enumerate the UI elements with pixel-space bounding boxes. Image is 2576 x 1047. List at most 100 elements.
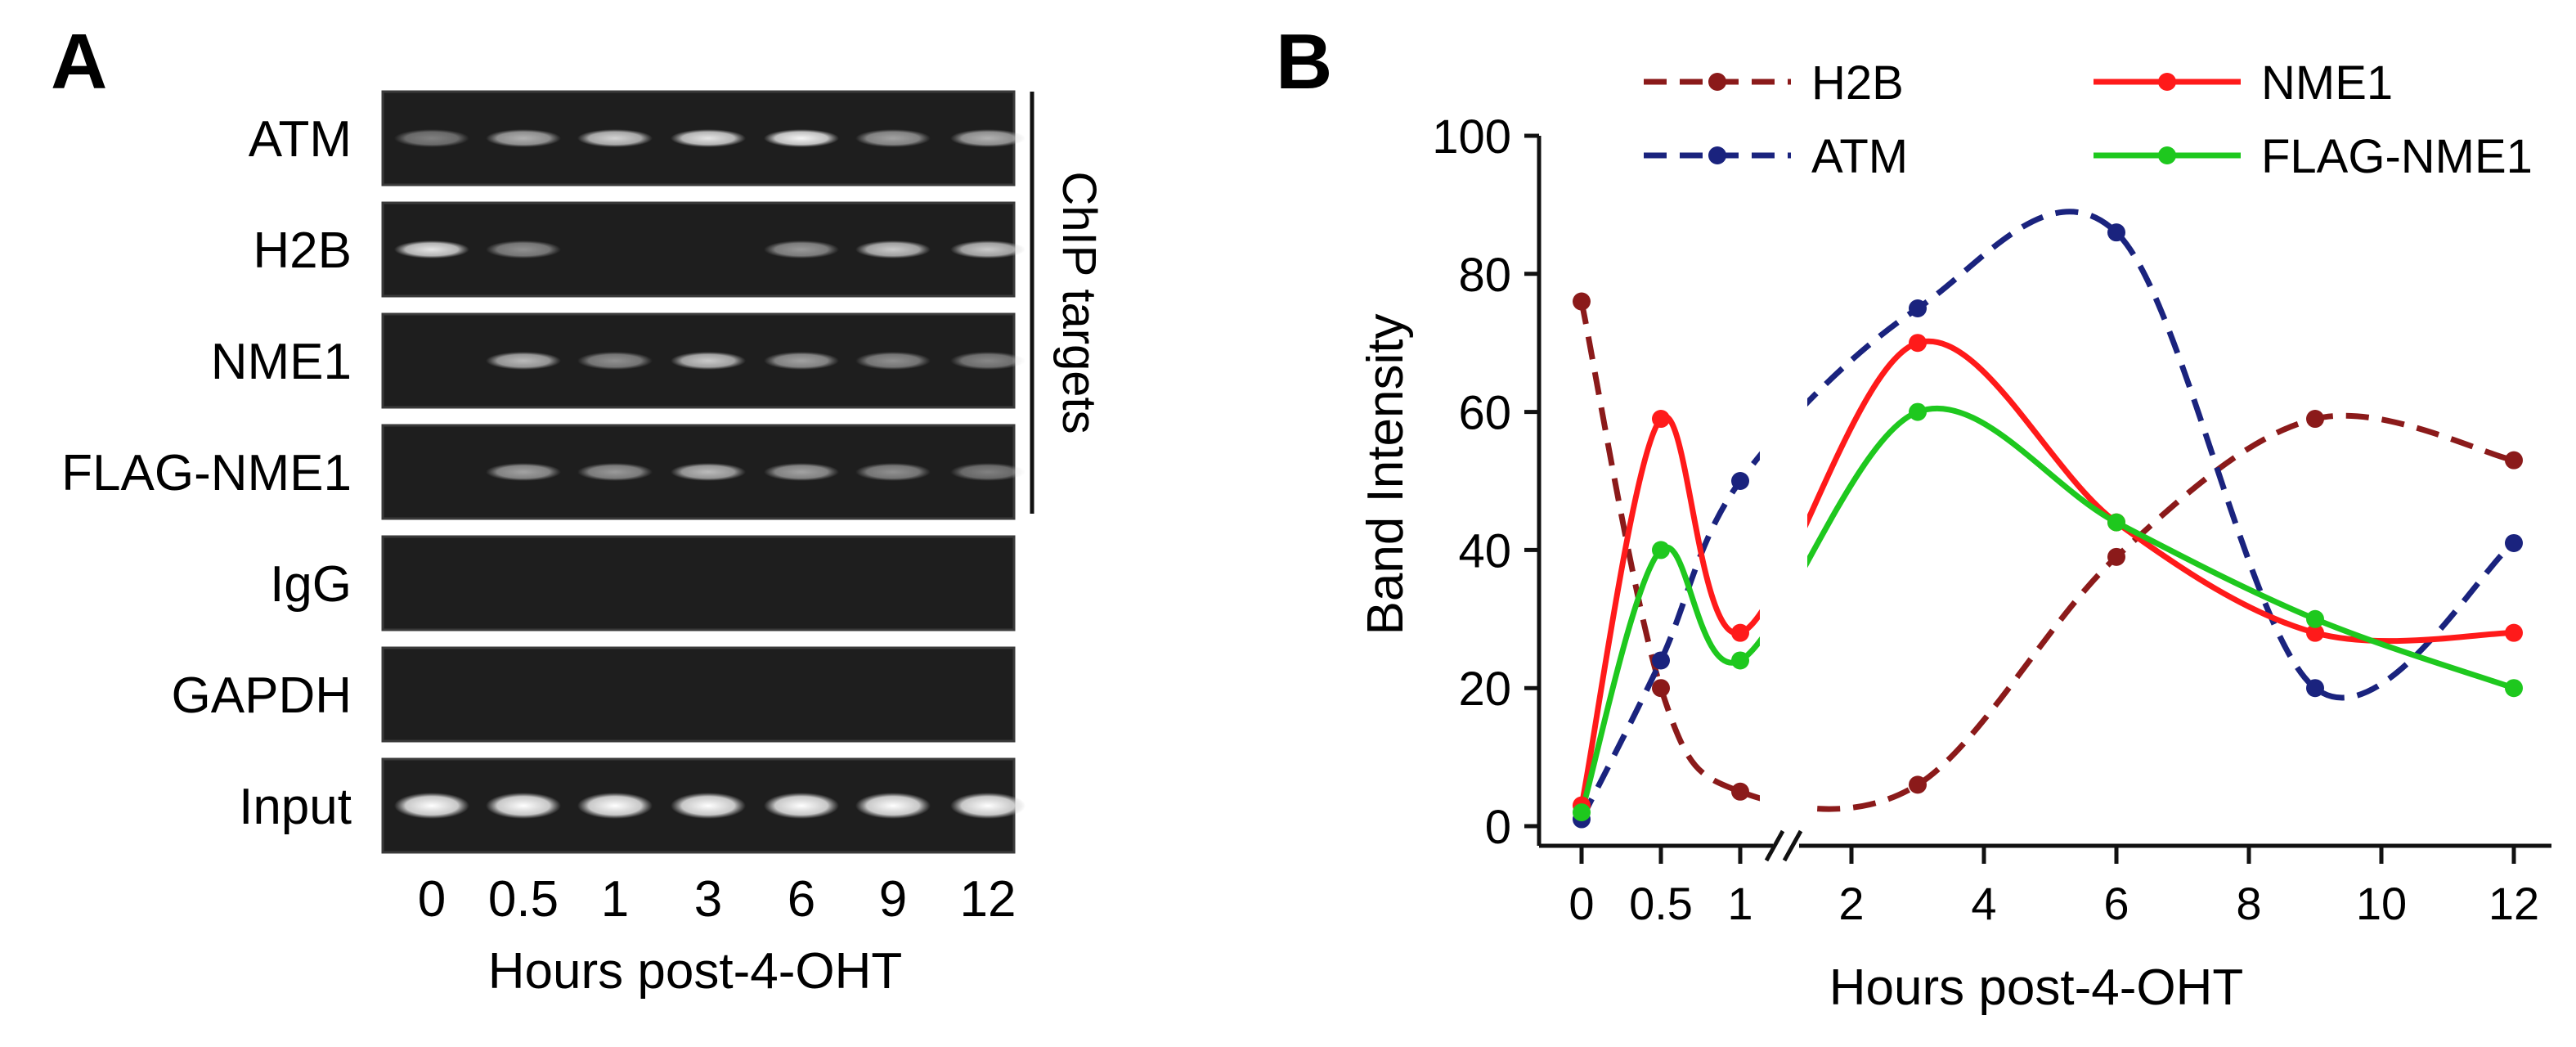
x-tick-label: 0.5 [1629, 878, 1693, 929]
data-point [2505, 533, 2523, 552]
gel-band [486, 463, 561, 481]
gel-band [764, 240, 839, 258]
gel-band [394, 129, 469, 147]
data-point [1731, 782, 1749, 801]
legend-marker [2158, 73, 2176, 91]
gel-band [671, 129, 746, 147]
gel-band [950, 129, 1025, 147]
data-point [1573, 292, 1591, 311]
lane-label: 6 [788, 871, 815, 928]
gel-row-label: Input [239, 779, 352, 835]
gel-row: GAPDH [172, 646, 1016, 743]
x-tick-label: 4 [1971, 878, 1996, 929]
gel-band [764, 129, 839, 147]
series-line-h2b [1578, 300, 2515, 812]
legend-label: FLAG-NME1 [2261, 130, 2533, 183]
gel-row-label: GAPDH [172, 667, 352, 724]
lane-label: 12 [960, 871, 1016, 928]
gel-band [764, 793, 839, 819]
gel-band [764, 463, 839, 481]
gel-row-label: NME1 [211, 334, 352, 390]
data-point [1731, 472, 1749, 490]
gel-band [855, 793, 931, 819]
legend-marker [2158, 146, 2176, 164]
data-point [1652, 541, 1670, 559]
legend-marker [1708, 73, 1726, 91]
data-point [1731, 623, 1749, 642]
data-point [2505, 623, 2523, 642]
axis-break-mark [1764, 829, 1785, 862]
x-tick-label: 8 [2236, 878, 2261, 929]
gel-band [855, 352, 931, 370]
series-line-nme1 [1578, 338, 2515, 807]
gel-band [577, 463, 653, 481]
gel-band [950, 352, 1025, 370]
x-axis-label: Hours post-4-OHT [1829, 959, 2243, 1016]
lane-label: 3 [694, 871, 722, 928]
data-point [2306, 623, 2324, 642]
y-tick-label: 100 [1432, 110, 1511, 164]
gel-band [577, 129, 653, 147]
gel-row-label: FLAG-NME1 [61, 445, 352, 501]
legend-item: ATM [1644, 130, 1908, 183]
data-point [1652, 651, 1670, 670]
data-point [1909, 334, 1927, 353]
gel-strip [381, 535, 1016, 631]
x-tick-label: 2 [1838, 878, 1864, 929]
lane-label: 0.5 [488, 871, 559, 928]
lane-label: 9 [879, 871, 907, 928]
gel-row: Input [239, 757, 1025, 854]
data-point [1909, 402, 1927, 421]
x-tick-label: 0 [1568, 878, 1594, 929]
gel-band [486, 240, 561, 258]
panel-a-gel: A ATM H2B NME1 FLAG-NME1 IgG GAPDH Input ChIP … [51, 18, 1106, 1000]
data-point [1731, 651, 1749, 670]
legend-item: H2B [1644, 56, 1904, 110]
data-point [1652, 679, 1670, 698]
x-tick-label: 1 [1727, 878, 1752, 929]
gel-band [671, 352, 746, 370]
data-point [2107, 223, 2125, 242]
data-point [2306, 609, 2324, 628]
gel-band [855, 240, 931, 258]
axis-break-mark [1782, 829, 1803, 862]
x-tick-label: 10 [2356, 878, 2407, 929]
y-tick-label: 0 [1485, 801, 1511, 854]
y-tick-label: 60 [1458, 387, 1511, 440]
y-axis-label: Band Intensity [1358, 314, 1414, 636]
chip-targets-label: ChIP targets [1052, 171, 1106, 434]
legend-label: H2B [1811, 56, 1904, 110]
y-tick-label: 20 [1458, 663, 1511, 716]
gel-row-label: H2B [253, 222, 352, 279]
legend-item: FLAG-NME1 [2094, 130, 2533, 183]
gel-band [486, 793, 561, 819]
x-tick-label: 6 [2103, 878, 2129, 929]
legend-label: NME1 [2261, 56, 2393, 110]
data-point [2107, 513, 2125, 532]
series-line-atm [1578, 209, 2516, 821]
data-point [1909, 775, 1927, 794]
gel-band [394, 240, 469, 258]
gel-row: IgG [270, 535, 1016, 631]
gel-row-label: ATM [249, 111, 352, 168]
gel-band [764, 352, 839, 370]
gel-band [950, 240, 1025, 258]
legend-marker [1708, 146, 1726, 164]
gel-band [855, 129, 931, 147]
gel-row: H2B [253, 201, 1025, 298]
panel-b-label: B [1276, 18, 1332, 106]
gel-band [950, 793, 1025, 819]
data-point [2306, 679, 2324, 698]
gel-band [486, 129, 561, 147]
gel-band [855, 463, 931, 481]
legend-label: ATM [1811, 130, 1908, 183]
gel-strip [381, 646, 1016, 743]
gel-band [671, 463, 746, 481]
gel-band [486, 352, 561, 370]
gel-band [671, 793, 746, 819]
gel-band [950, 463, 1025, 481]
data-point [2505, 451, 2523, 470]
gel-band [577, 793, 653, 819]
